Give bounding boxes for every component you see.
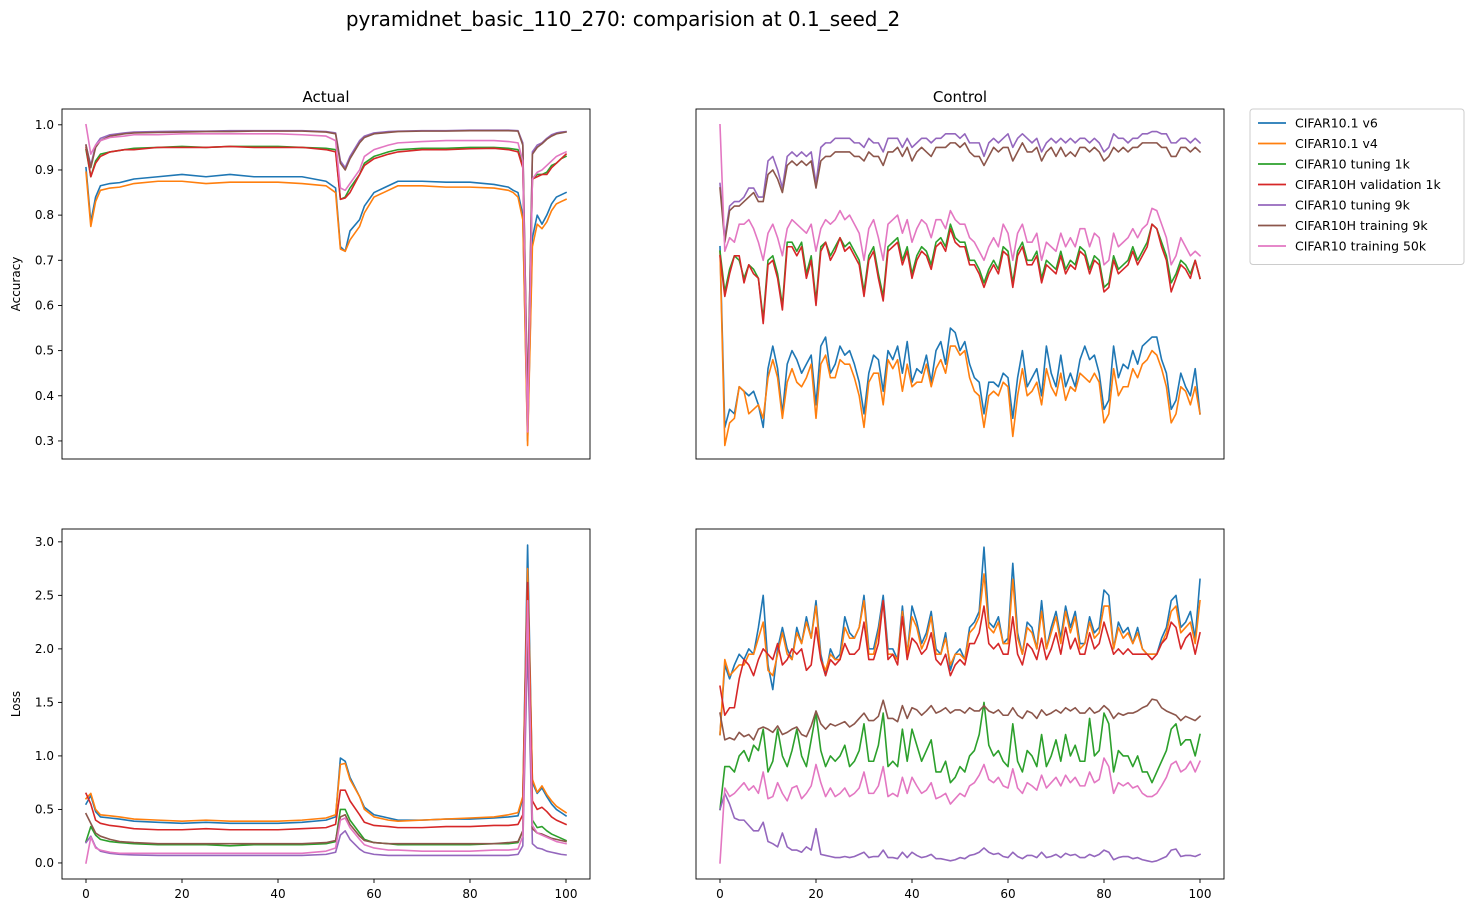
legend-item: CIFAR10 tuning 9k (1258, 198, 1411, 213)
legend-item: CIFAR10.1 v6 (1258, 116, 1378, 131)
axes-frame (61, 108, 591, 460)
y-tick-label: 2.0 (35, 642, 54, 656)
y-tick-label: 0.6 (35, 298, 54, 312)
y-tick-label: 0.5 (35, 802, 54, 816)
series-line-4 (85, 145, 568, 411)
y-tick-label: 0.4 (35, 389, 54, 403)
series-line-7 (85, 123, 568, 433)
x-tick-label: 80 (1096, 887, 1111, 901)
legend-label: CIFAR10 tuning 9k (1295, 198, 1411, 213)
subplot-4: 0 20 40 60 80 100 (695, 528, 1225, 901)
series-line-6 (84, 615, 567, 845)
legend-label: CIFAR10.1 v4 (1295, 136, 1378, 151)
series-line-4 (719, 223, 1201, 325)
axes-frame (695, 108, 1225, 460)
series-line-2 (84, 567, 568, 822)
series-line-6 (719, 142, 1202, 244)
series-line-6 (85, 129, 567, 406)
x-tick-label: 40 (904, 887, 919, 901)
series-line-4 (719, 599, 1201, 717)
y-tick-label: 3.0 (35, 535, 54, 549)
y-tick-label: 0.3 (35, 434, 54, 448)
subplot-grid: 0.3 0.4 0.5 0.6 0.7 0.8 0.9 1.0 Actual Accuracy Co… (9, 88, 1225, 901)
x-tick-label: 100 (1189, 887, 1212, 901)
series-line-2 (85, 171, 568, 447)
subplot-2: Control (695, 88, 1225, 460)
x-tick-label: 100 (555, 887, 578, 901)
subplot-1: 0.3 0.4 0.5 0.6 0.7 0.8 0.9 1.0 Actual Accuracy (9, 88, 591, 460)
legend-item: CIFAR10.1 v4 (1258, 136, 1378, 151)
series-line-5 (85, 129, 567, 406)
x-tick-label: 0 (716, 887, 724, 901)
series-line-5 (719, 792, 1202, 863)
series-group (719, 546, 1202, 864)
series-line-7 (719, 123, 1202, 266)
series-line-5 (84, 642, 567, 857)
series-group (85, 123, 568, 447)
series-group (84, 544, 568, 864)
x-tick-label: 40 (270, 887, 285, 901)
legend-label: CIFAR10.1 v6 (1295, 116, 1378, 131)
subplot-title: Control (933, 88, 987, 106)
series-line-7 (719, 757, 1202, 864)
series-line-4 (84, 581, 568, 831)
legend-item: CIFAR10H training 9k (1258, 218, 1428, 233)
subplot-3: 0.0 0.5 1.0 1.5 2.0 2.5 3.0 0 20 40 60 80 100 Loss (9, 528, 591, 901)
series-line-2 (719, 573, 1201, 736)
y-tick-label: 1.0 (35, 118, 54, 132)
series-line-3 (84, 610, 568, 847)
series-line-3 (719, 701, 1201, 811)
legend-item: CIFAR10 tuning 1k (1258, 157, 1411, 172)
x-tick-label: 0 (82, 887, 90, 901)
subplot-title: Actual (303, 88, 350, 106)
legend-frame (1249, 108, 1465, 265)
legend-item: CIFAR10H validation 1k (1258, 177, 1441, 192)
y-tick-label: 0.8 (35, 208, 54, 222)
x-tick-label: 20 (808, 887, 823, 901)
y-tick-label: 0.5 (35, 344, 54, 358)
x-tick-label: 20 (174, 887, 189, 901)
plot-area (62, 109, 590, 459)
legend-item: CIFAR10 training 50k (1258, 239, 1427, 254)
legend-label: CIFAR10 tuning 1k (1295, 157, 1411, 172)
axes-frame (61, 528, 591, 880)
series-group (719, 123, 1202, 447)
y-tick-label: 1.0 (35, 749, 54, 763)
y-tick-label: 0.9 (35, 163, 54, 177)
legend: CIFAR10.1 v6 CIFAR10.1 v4 CIFAR10 tuning 1… (1249, 108, 1465, 265)
series-line-2 (719, 250, 1201, 447)
series-line-3 (719, 223, 1201, 320)
series-line-7 (85, 599, 567, 864)
series-line-5 (719, 130, 1202, 239)
series-line-1 (719, 245, 1201, 429)
y-tick-label: 1.5 (35, 695, 54, 709)
y-axis-label: Accuracy (9, 257, 23, 312)
x-tick-label: 60 (1000, 887, 1015, 901)
series-line-6 (719, 698, 1202, 741)
plot-area (696, 529, 1224, 879)
series-line-1 (85, 166, 568, 442)
x-tick-label: 80 (462, 887, 477, 901)
y-tick-label: 0.7 (35, 253, 54, 267)
axes-frame (695, 528, 1225, 880)
x-tick-label: 60 (366, 887, 381, 901)
y-axis-label: Loss (9, 691, 23, 717)
y-tick-label: 0.0 (35, 856, 54, 870)
y-tick-label: 2.5 (35, 588, 54, 602)
plot-area (62, 529, 590, 879)
legend-label: CIFAR10H validation 1k (1295, 177, 1441, 192)
figure-title: pyramidnet_basic_110_270: comparision at… (346, 7, 900, 31)
legend-label: CIFAR10H training 9k (1295, 218, 1428, 233)
legend-label: CIFAR10 training 50k (1295, 239, 1427, 254)
